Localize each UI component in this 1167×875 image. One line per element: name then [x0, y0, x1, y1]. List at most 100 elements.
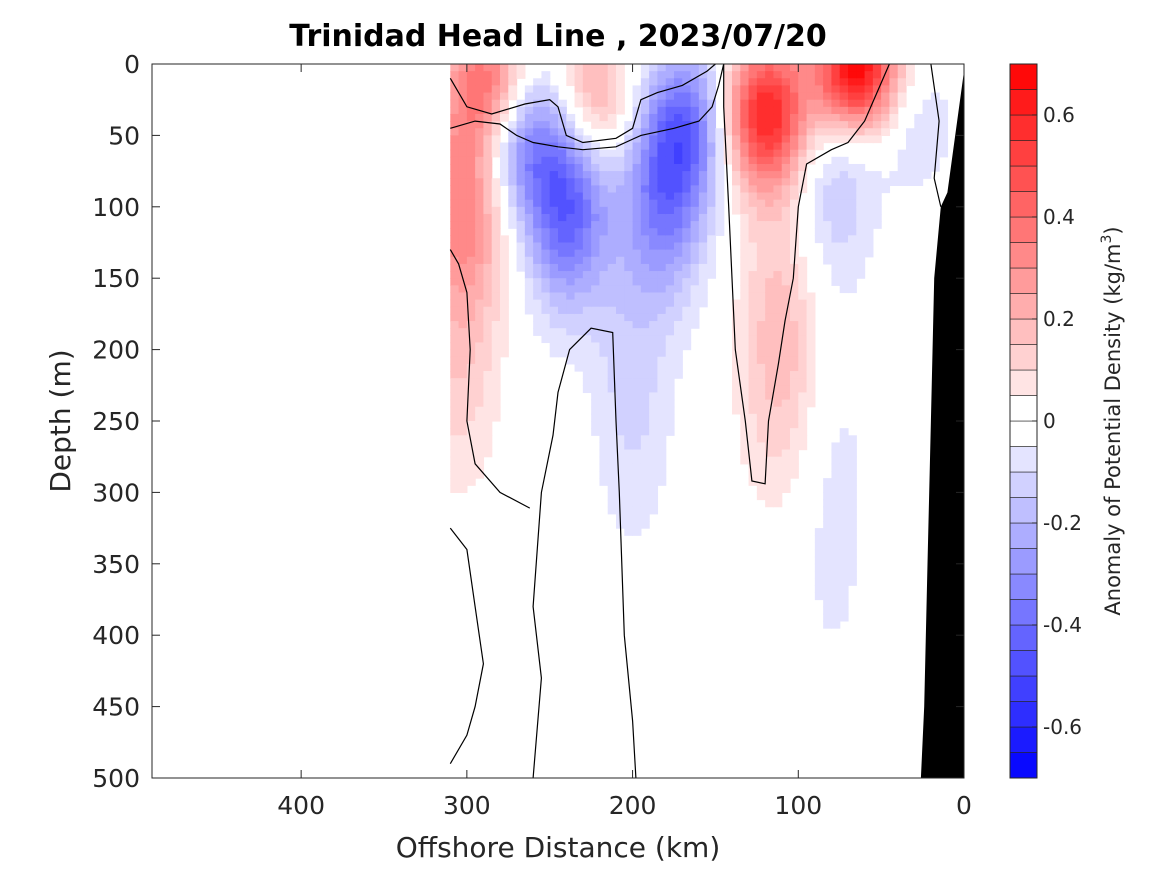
- anomaly-cell: [748, 171, 758, 179]
- anomaly-cell: [740, 456, 750, 465]
- anomaly-cell: [624, 228, 634, 236]
- anomaly-cell: [897, 99, 907, 108]
- anomaly-cell: [558, 221, 567, 229]
- anomaly-cell: [599, 435, 609, 444]
- anomaly-cell: [748, 478, 758, 486]
- anomaly-cell: [756, 492, 766, 501]
- anomaly-cell: [524, 221, 534, 229]
- anomaly-cell: [781, 163, 791, 172]
- anomaly-cell: [839, 570, 849, 579]
- anomaly-cell: [475, 99, 485, 108]
- anomaly-cell: [450, 421, 460, 429]
- anomaly-cell: [566, 313, 576, 322]
- anomaly-cell: [732, 128, 741, 136]
- anomaly-cell: [657, 142, 667, 151]
- anomaly-cell: [657, 171, 667, 179]
- anomaly-cell: [640, 106, 650, 115]
- anomaly-cell: [831, 171, 841, 179]
- anomaly-cell: [508, 142, 518, 151]
- anomaly-cell: [806, 78, 816, 87]
- anomaly-cell: [682, 199, 692, 208]
- anomaly-cell: [508, 163, 518, 172]
- anomaly-cell: [450, 213, 460, 222]
- x-tick-label: 0: [956, 791, 972, 820]
- anomaly-cell: [657, 121, 667, 129]
- anomaly-cell: [773, 228, 783, 236]
- anomaly-cell: [599, 385, 609, 394]
- anomaly-cell: [458, 228, 468, 236]
- anomaly-cell: [823, 506, 833, 515]
- anomaly-cell: [533, 221, 543, 229]
- anomaly-cell: [781, 235, 791, 244]
- anomaly-cell: [748, 242, 758, 251]
- anomaly-cell: [864, 92, 874, 101]
- anomaly-cell: [632, 513, 642, 522]
- anomaly-cell: [632, 413, 642, 422]
- anomaly-cell: [698, 85, 708, 94]
- anomaly-cell: [682, 256, 692, 265]
- anomaly-cell: [848, 435, 857, 444]
- anomaly-cell: [864, 121, 874, 129]
- anomaly-cell: [674, 313, 683, 322]
- anomaly-cell: [475, 78, 485, 87]
- anomaly-cell: [756, 206, 766, 215]
- anomaly-cell: [566, 199, 576, 208]
- anomaly-cell: [450, 378, 460, 386]
- anomaly-cell: [864, 78, 874, 87]
- anomaly-cell: [483, 363, 493, 372]
- anomaly-cell: [475, 435, 485, 444]
- anomaly-cell: [798, 64, 808, 72]
- anomaly-cell: [450, 135, 460, 144]
- anomaly-cell: [566, 213, 576, 222]
- anomaly-cell: [475, 313, 485, 322]
- anomaly-cell: [649, 349, 659, 358]
- anomaly-cell: [566, 242, 576, 251]
- anomaly-cell: [831, 278, 841, 286]
- anomaly-cell: [657, 335, 667, 344]
- anomaly-cell: [823, 249, 833, 258]
- anomaly-cell: [632, 192, 642, 201]
- anomaly-cell: [748, 328, 758, 336]
- anomaly-cell: [839, 513, 849, 522]
- anomaly-cell: [533, 149, 543, 158]
- anomaly-cell: [756, 313, 766, 322]
- anomaly-cell: [649, 306, 659, 315]
- anomaly-cell: [599, 199, 609, 208]
- anomaly-cell: [806, 121, 816, 129]
- anomaly-cell: [524, 178, 534, 186]
- anomaly-cell: [483, 313, 493, 322]
- anomaly-cell: [624, 356, 634, 365]
- anomaly-cell: [649, 263, 659, 272]
- anomaly-cell: [549, 242, 559, 251]
- anomaly-cell: [881, 128, 891, 136]
- anomaly-cell: [848, 485, 857, 493]
- anomaly-cell: [773, 213, 783, 222]
- anomaly-cell: [839, 221, 849, 229]
- anomaly-cell: [599, 363, 609, 372]
- anomaly-cell: [839, 428, 849, 436]
- anomaly-cell: [823, 542, 833, 551]
- colorbar-segment: [1009, 114, 1038, 141]
- anomaly-cell: [798, 163, 808, 172]
- anomaly-cell: [591, 263, 601, 272]
- anomaly-cell: [541, 263, 551, 272]
- anomaly-cell: [682, 192, 692, 201]
- anomaly-cell: [740, 356, 750, 365]
- anomaly-cell: [740, 385, 750, 394]
- anomaly-cell: [715, 156, 725, 165]
- anomaly-cell: [756, 121, 766, 129]
- anomaly-cell: [939, 113, 949, 122]
- anomaly-cell: [475, 249, 485, 258]
- anomaly-cell: [574, 356, 584, 365]
- colorbar-segment: [1009, 369, 1038, 396]
- anomaly-cell: [574, 235, 584, 244]
- anomaly-cell: [657, 478, 667, 486]
- anomaly-cell: [698, 64, 708, 72]
- anomaly-cell: [781, 442, 791, 451]
- anomaly-cell: [458, 271, 468, 279]
- anomaly-cell: [657, 78, 667, 87]
- anomaly-cell: [450, 335, 460, 344]
- anomaly-cell: [765, 335, 775, 344]
- anomaly-cell: [773, 192, 783, 201]
- anomaly-cell: [773, 121, 783, 129]
